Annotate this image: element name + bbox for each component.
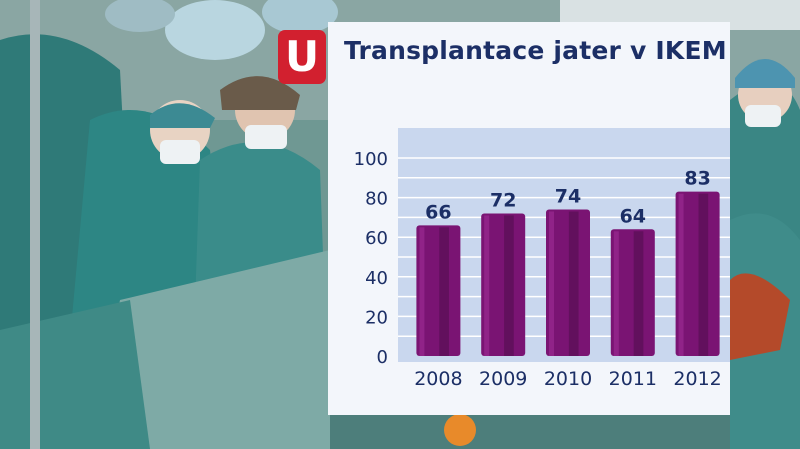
data-label-2011: 64 <box>620 205 646 227</box>
bar-2008 <box>416 225 461 356</box>
bar-body <box>481 213 526 356</box>
chart-panel: Transplantace jater v IKEM 0 20 40 60 80 100 … <box>328 22 730 415</box>
bar-2010 <box>546 209 590 356</box>
y-tick-label: 80 <box>365 189 388 210</box>
category-label-2012: 2012 <box>673 368 721 390</box>
bar-highlight <box>678 193 684 356</box>
y-tick-label: 20 <box>365 307 388 328</box>
bar-shade <box>698 193 709 356</box>
category-label-2011: 2011 <box>609 368 657 390</box>
bar-body <box>546 209 590 356</box>
bar-2009 <box>481 213 526 356</box>
data-label-2010: 74 <box>555 185 581 207</box>
bar-highlight <box>549 211 554 356</box>
bar-chart: 0 20 40 60 80 100 66 72 74 64 83 2008 2009 2010 2011… <box>354 128 730 390</box>
data-label-2008: 66 <box>425 201 451 223</box>
bar-highlight <box>484 215 490 356</box>
bar-body <box>675 191 720 356</box>
category-label-2009: 2009 <box>479 368 527 390</box>
data-label-2009: 72 <box>490 189 516 211</box>
channel-logo: U <box>278 30 326 84</box>
bar-shade <box>633 231 644 356</box>
category-label-2010: 2010 <box>544 368 592 390</box>
y-axis-ticks: 0 20 40 60 80 100 <box>354 149 388 368</box>
chart-title: Transplantace jater v IKEM <box>344 36 727 65</box>
bar-highlight <box>419 227 425 356</box>
bar-body <box>610 229 655 356</box>
bar-2012 <box>675 191 720 356</box>
y-tick-label: 100 <box>354 149 388 170</box>
bar-shade <box>568 211 579 356</box>
y-tick-label: 0 <box>377 347 388 368</box>
data-label-2012: 83 <box>684 168 710 190</box>
bar-2011 <box>610 229 655 356</box>
y-tick-label: 40 <box>365 268 388 289</box>
bar-shade <box>439 227 449 356</box>
category-label-2008: 2008 <box>414 368 462 390</box>
y-tick-label: 60 <box>365 228 388 249</box>
bars <box>416 191 720 356</box>
data-labels: 66 72 74 64 83 <box>425 168 711 228</box>
bar-highlight <box>613 231 619 356</box>
x-axis-categories: 2008 2009 2010 2011 2012 <box>414 368 722 390</box>
bar-body <box>416 225 461 356</box>
bar-shade <box>504 215 514 356</box>
